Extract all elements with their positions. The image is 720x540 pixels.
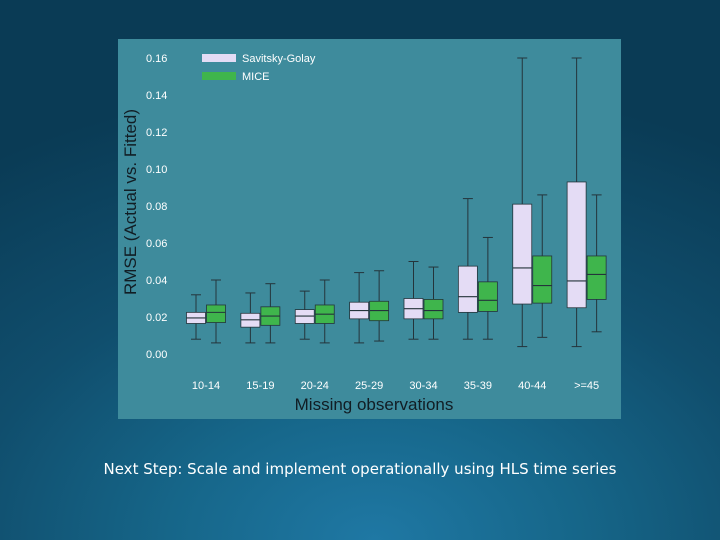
y-tick-label: 0.10 [146, 164, 167, 176]
box-savitsky-golay [512, 57, 533, 348]
x-tick-label: 20-24 [301, 380, 329, 392]
x-axis-ticks: 10-14 15-19 20-24 25-29 30-34 35-39 40-44 >=45 [192, 380, 599, 392]
box-series [186, 57, 607, 348]
x-tick-label: 30-34 [409, 380, 437, 392]
y-tick-label: 0.08 [146, 201, 167, 213]
x-tick-label: 35-39 [464, 380, 492, 392]
box-mice [532, 194, 553, 338]
x-tick-label: 25-29 [355, 380, 383, 392]
y-tick-label: 0.06 [146, 238, 167, 250]
box-mice [260, 283, 281, 344]
box-savitsky-golay [294, 290, 315, 340]
caption-text: Next Step: Scale and implement operation… [103, 460, 617, 478]
legend-swatch-mice [202, 72, 236, 80]
box-mice [423, 266, 444, 340]
box-mice [206, 279, 226, 344]
y-axis-title: RMSE (Actual vs. Fitted) [121, 109, 140, 295]
y-axis-ticks: 0.00 0.02 0.04 0.06 0.08 0.10 0.12 0.14 0.16 [146, 53, 167, 361]
box-savitsky-golay [403, 261, 424, 340]
box-savitsky-golay [240, 292, 261, 344]
y-tick-label: 0.16 [146, 53, 167, 65]
box-mice [586, 194, 607, 333]
x-tick-label: 15-19 [246, 380, 274, 392]
x-axis-title: Missing observations [295, 395, 454, 414]
box-savitsky-golay [457, 198, 478, 340]
boxplot-chart: 0.00 0.02 0.04 0.06 0.08 0.10 0.12 0.14 0.16 10-… [121, 53, 607, 414]
y-tick-label: 0.04 [146, 275, 167, 287]
y-tick-label: 0.14 [146, 90, 167, 102]
box-savitsky-golay [186, 294, 206, 340]
box-mice [314, 279, 335, 344]
box-iqr [532, 255, 553, 304]
legend-swatch-savitsky-golay [202, 54, 236, 62]
legend: Savitsky-Golay MICE [202, 53, 316, 83]
x-tick-label: >=45 [574, 380, 599, 392]
y-tick-label: 0.12 [146, 127, 167, 139]
x-tick-label: 40-44 [518, 380, 546, 392]
box-iqr [512, 203, 533, 305]
box-savitsky-golay [566, 57, 587, 348]
box-mice [477, 236, 498, 340]
box-iqr [477, 281, 498, 312]
box-iqr [457, 265, 478, 313]
y-tick-label: 0.00 [146, 349, 167, 361]
box-iqr [566, 181, 587, 309]
box-savitsky-golay [349, 272, 370, 344]
y-tick-label: 0.02 [146, 312, 167, 324]
box-iqr [206, 304, 226, 323]
chart-panel: 0.00 0.02 0.04 0.06 0.08 0.10 0.12 0.14 0.16 10-… [118, 39, 621, 419]
box-mice [369, 270, 390, 342]
x-tick-label: 10-14 [192, 380, 220, 392]
legend-label-mice: MICE [242, 71, 270, 83]
legend-label-savitsky-golay: Savitsky-Golay [242, 53, 316, 65]
box-iqr [586, 255, 607, 300]
box-iqr [423, 299, 444, 320]
